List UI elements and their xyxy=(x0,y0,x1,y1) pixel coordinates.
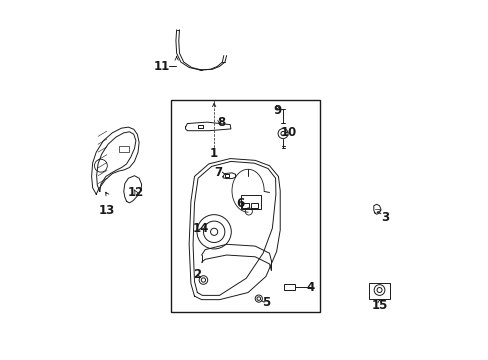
Text: 8: 8 xyxy=(217,116,225,129)
Bar xyxy=(368,283,389,298)
Bar xyxy=(283,284,294,290)
Bar xyxy=(250,203,257,207)
Text: 15: 15 xyxy=(371,299,387,312)
Text: 9: 9 xyxy=(273,104,281,117)
Text: 13: 13 xyxy=(99,204,115,217)
Text: 4: 4 xyxy=(306,281,314,294)
Text: 14: 14 xyxy=(192,222,209,235)
Text: 5: 5 xyxy=(261,296,269,309)
Bar xyxy=(241,195,260,208)
Text: 1: 1 xyxy=(210,147,218,160)
Text: 7: 7 xyxy=(214,166,222,179)
Text: 11: 11 xyxy=(153,60,169,73)
Text: 3: 3 xyxy=(381,211,389,224)
Bar xyxy=(171,100,319,312)
Text: 10: 10 xyxy=(281,126,297,139)
Bar xyxy=(242,203,248,207)
Text: 12: 12 xyxy=(127,186,143,199)
Text: 2: 2 xyxy=(193,268,201,281)
Bar xyxy=(119,146,128,152)
Text: 6: 6 xyxy=(236,197,244,210)
